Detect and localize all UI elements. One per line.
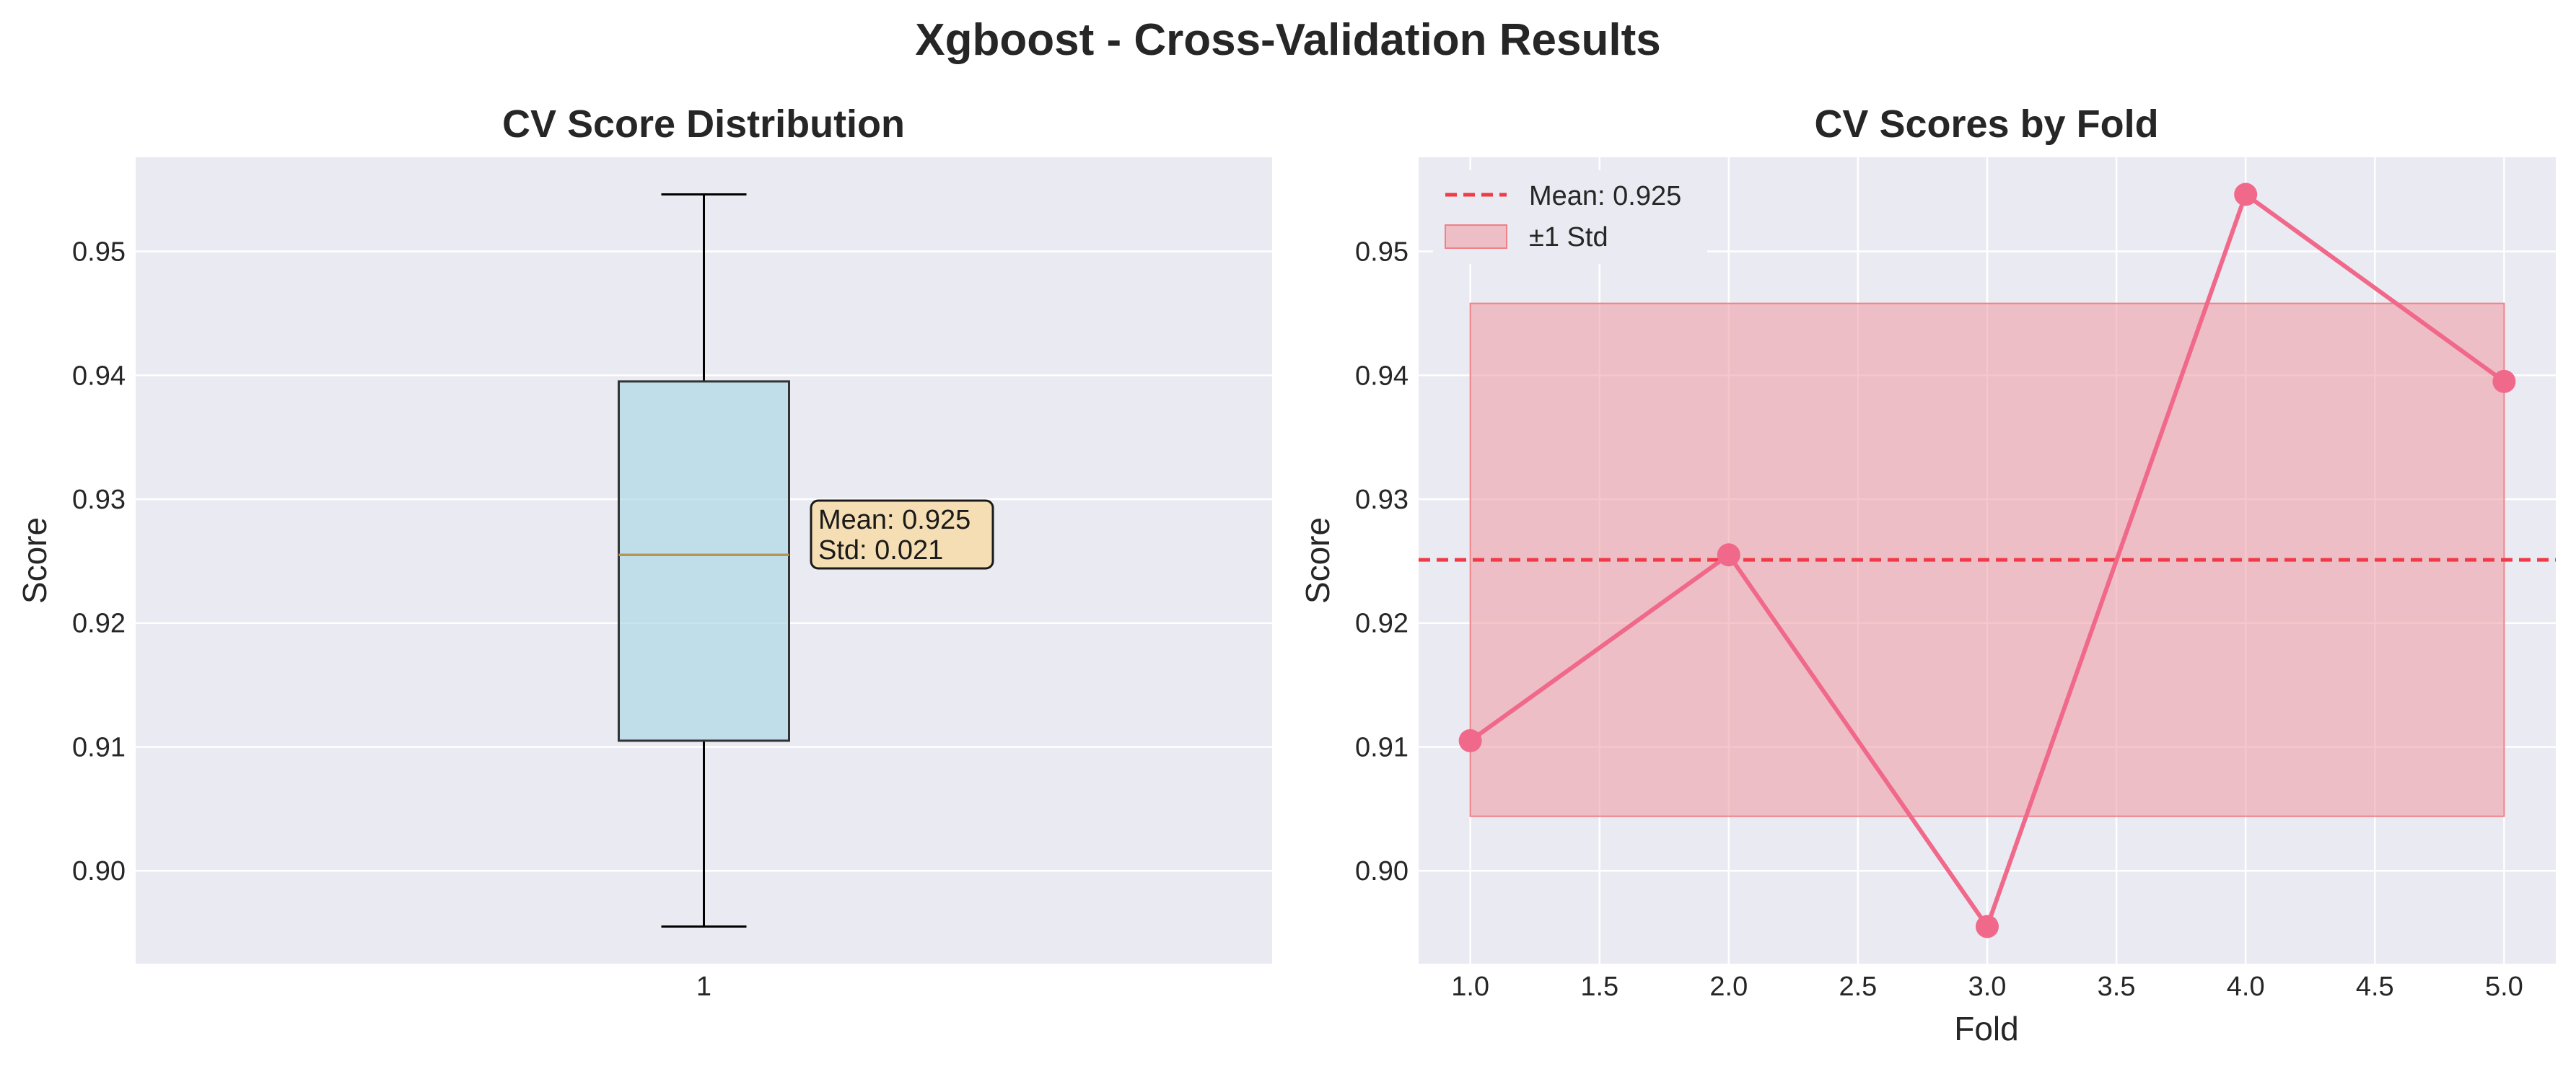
box-plot-marks (618, 193, 790, 928)
fold-score-point (1717, 543, 1740, 567)
line-chart-y-tick-label: 0.92 (1355, 609, 1409, 639)
legend-std-swatch (1445, 224, 1507, 249)
line-chart-x-tick-label: 2.5 (1839, 972, 1877, 1002)
line-chart-y-tick-label: 0.90 (1355, 856, 1409, 887)
box-plot-title: CV Score Distribution (502, 102, 905, 146)
line-chart-x-tick-label: 3.0 (1968, 972, 2007, 1002)
box-plot-y-tick-label: 0.90 (72, 856, 126, 887)
box-plot-y-tick-label: 0.91 (72, 732, 126, 762)
line-chart-x-tick-labels: 1.0 1.5 2.0 2.5 3.0 3.5 4.0 4.5 5.0 (1451, 972, 2523, 1002)
box-plot-y-tick-label: 0.92 (72, 609, 126, 639)
line-chart-x-tick-label: 1.0 (1451, 972, 1489, 1002)
line-chart-title: CV Scores by Fold (1814, 102, 2158, 146)
stats-annotation: Mean: 0.925 Std: 0.021 (810, 499, 994, 570)
fold-score-point (2234, 182, 2258, 206)
line-chart-panel: CV Scores by Fold 0.900.910.920.930.940.… (1299, 102, 2556, 1047)
box-plot-y-axis-label: Score (16, 517, 53, 604)
fold-scores-series (1458, 182, 2516, 938)
box-iqr (618, 380, 790, 742)
stats-annotation-mean: Mean: 0.925 (818, 505, 971, 535)
box-plot-y-tick-labels: 0.90 0.91 0.92 0.93 0.94 0.95 (72, 237, 126, 887)
line-chart-x-tick-label: 2.0 (1709, 972, 1748, 1002)
line-chart-y-tick-label: 0.93 (1355, 485, 1409, 515)
line-chart-x-tick-label: 4.5 (2356, 972, 2394, 1002)
line-chart-x-tick-label: 3.5 (2098, 972, 2136, 1002)
box-plot-y-tick-label: 0.93 (72, 485, 126, 515)
box-plot-panel: CV Score Distribution 0.900.910.920.930.… (16, 102, 1272, 1002)
line-chart-y-tick-label: 0.95 (1355, 237, 1409, 268)
legend-std-label: ±1 Std (1529, 222, 1608, 252)
line-chart-y-tick-labels: 0.90 0.91 0.92 0.93 0.94 0.95 (1355, 237, 1409, 887)
fold-score-point (1976, 915, 1999, 938)
line-chart-y-tick-label: 0.91 (1355, 732, 1409, 762)
fold-score-point (1458, 729, 1482, 752)
box-plot-x-tick-labels: 1 (696, 972, 711, 1002)
legend: Mean: 0.925 ±1 Std (1433, 170, 1707, 264)
line-chart-x-tick-label: 1.5 (1580, 972, 1618, 1002)
box-plot-x-tick-label: 1 (696, 972, 711, 1002)
line-chart-x-tick-label: 4.0 (2227, 972, 2265, 1002)
stats-annotation-box (810, 499, 994, 570)
stats-annotation-std: Std: 0.021 (818, 535, 943, 566)
line-chart-x-tick-label: 5.0 (2485, 972, 2523, 1002)
legend-mean-label: Mean: 0.925 (1529, 181, 1681, 211)
fold-score-point (2492, 369, 2516, 393)
line-chart-y-axis-label: Score (1299, 517, 1336, 604)
line-chart-x-axis-label: Fold (1954, 1010, 2018, 1047)
line-chart-y-tick-label: 0.94 (1355, 361, 1409, 391)
box-plot-y-tick-label: 0.95 (72, 237, 126, 268)
figure-title: Xgboost - Cross-Validation Results (915, 15, 1660, 65)
box-plot-y-tick-label: 0.94 (72, 361, 126, 391)
